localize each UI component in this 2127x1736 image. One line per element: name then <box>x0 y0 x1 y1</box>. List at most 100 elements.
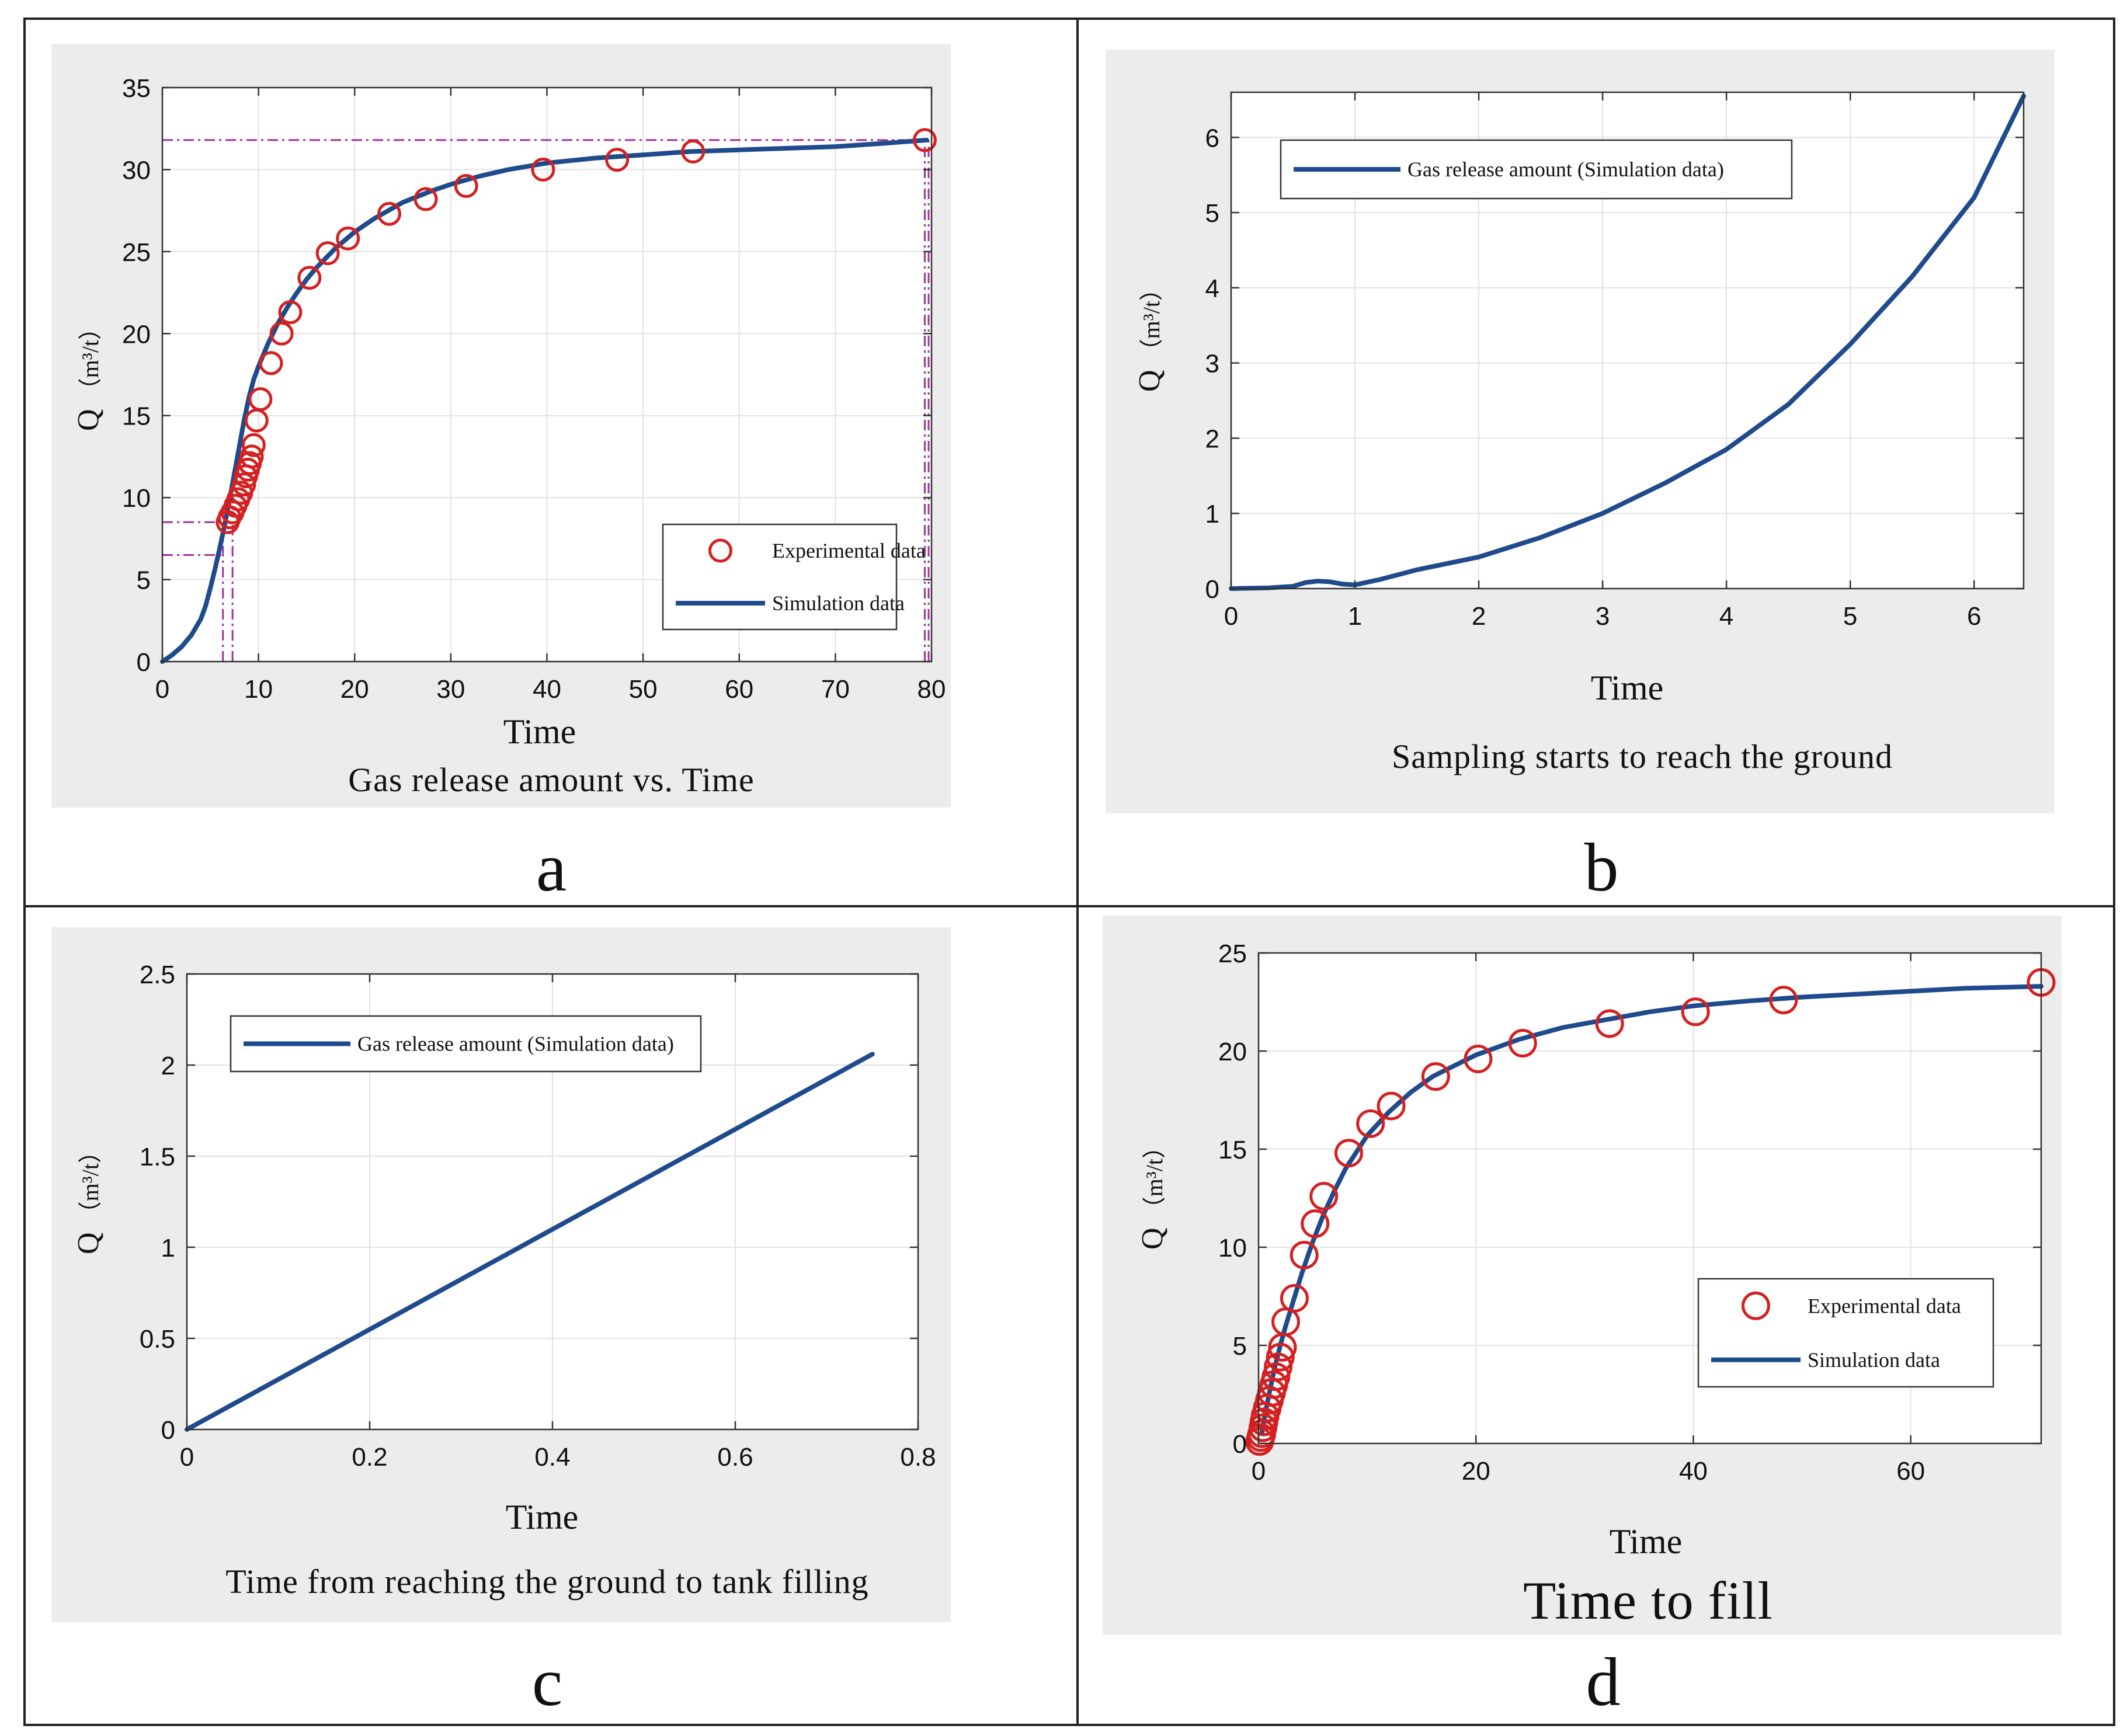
x-tick-label: 50 <box>629 675 658 704</box>
data-point <box>1290 1240 1319 1269</box>
data-point <box>1301 1209 1330 1238</box>
y-tick-label: 1 <box>1205 500 1219 528</box>
y-tick-label: 0 <box>161 1416 175 1445</box>
x-tick-label: 10 <box>244 675 273 704</box>
y-tick-label: 6 <box>1205 124 1219 152</box>
data-point <box>278 300 303 325</box>
data-point <box>912 128 937 152</box>
data-point <box>605 148 630 172</box>
ticks: 0 0.2 0.4 0.6 0.8 0 0.5 1 1.5 2 2.5 <box>140 961 936 1471</box>
y-tick-label: 3 <box>1205 350 1219 378</box>
y-tick-label: 1.5 <box>140 1143 175 1171</box>
legend-entry-label: Simulation data <box>772 592 905 615</box>
axes-frame <box>1257 952 2042 1445</box>
x-tick-label: 1 <box>1348 602 1362 631</box>
panel-c-caption: Time from reaching the ground to tank fi… <box>225 1563 868 1601</box>
y-tick-label: 5 <box>1205 199 1219 228</box>
data-point <box>454 174 478 199</box>
y-tick-label: 10 <box>122 484 151 513</box>
x-tick-label: 0.8 <box>900 1443 936 1471</box>
data-point <box>1261 1362 1291 1391</box>
series-line <box>1229 93 2026 591</box>
data-point <box>1309 1182 1339 1211</box>
legend-entry-label: Gas release amount (Simulation data) <box>357 1032 674 1056</box>
panel-b-plot: 0 1 2 3 4 5 6 0 1 2 3 4 5 6 Time Q （m³/t） Gas release am… <box>1133 91 2026 707</box>
legend: Experimental data Simulation data <box>662 523 926 631</box>
y-tick-label: 1 <box>161 1234 175 1262</box>
data-point <box>377 201 402 226</box>
data-point <box>531 157 555 182</box>
panel-a: 0 10 20 30 40 50 60 70 80 0 5 10 15 20 25 30 35 Time Q （m³… <box>51 44 951 906</box>
x-axis-label: Time <box>1591 669 1664 707</box>
y-axis-label-unit: （m³/t） <box>1138 277 1165 362</box>
y-tick-label: 0 <box>1205 575 1219 604</box>
x-axis-label: Time <box>1610 1522 1683 1561</box>
y-axis-label-unit: （m³/t） <box>1141 1135 1167 1220</box>
y-tick-label: 5 <box>137 566 151 595</box>
ticks: 0 20 40 60 0 5 10 15 20 25 <box>1218 940 2041 1485</box>
y-axis-label: Q （m³/t） <box>1136 1135 1169 1250</box>
data-point <box>1681 997 1710 1027</box>
x-tick-label: 2 <box>1472 602 1486 631</box>
data-point <box>248 387 273 412</box>
legend-entry-label: Experimental data <box>1808 1294 1961 1317</box>
data-point <box>1266 1342 1295 1372</box>
x-tick-label: 40 <box>1679 1457 1708 1485</box>
data-point <box>1264 1352 1292 1382</box>
gridlines <box>162 88 932 662</box>
data-point <box>413 187 438 211</box>
x-tick-label: 20 <box>1462 1457 1490 1485</box>
y-axis-label: Q （m³/t） <box>72 316 105 431</box>
x-tick-label: 30 <box>436 675 465 704</box>
data-point <box>1595 1009 1624 1038</box>
x-tick-label: 0 <box>1252 1457 1266 1485</box>
data-point <box>269 321 294 346</box>
y-tick-label: 2 <box>161 1052 175 1080</box>
y-tick-label: 15 <box>122 402 151 431</box>
reference-lines <box>162 139 930 662</box>
y-axis-label: Q （m³/t） <box>72 1140 105 1254</box>
legend-marker-swatch <box>708 538 732 563</box>
data-point <box>259 351 283 375</box>
data-point <box>1769 986 1798 1015</box>
panel-a-plot: 0 10 20 30 40 50 60 70 80 0 5 10 15 20 25 30 35 Time Q （m³… <box>72 74 946 751</box>
x-tick-label: 0.2 <box>352 1443 387 1471</box>
y-tick-label: 0 <box>1233 1430 1247 1459</box>
x-axis-label: Time <box>506 1498 579 1536</box>
x-axis-label: Time <box>503 712 576 751</box>
x-tick-label: 40 <box>533 675 561 704</box>
y-tick-label: 5 <box>1233 1332 1247 1361</box>
y-axis-label-symbol: Q <box>72 1224 105 1254</box>
y-tick-label: 0 <box>137 648 151 677</box>
axes-frame <box>1230 91 2025 590</box>
panel-a-caption: Gas release amount vs. Time <box>348 761 755 799</box>
legend: Gas release amount (Simulation data) <box>230 1015 702 1073</box>
panel-b-caption: Sampling starts to reach the ground <box>1392 737 1893 775</box>
y-axis-label-symbol: Q <box>1133 362 1166 392</box>
legend-entry-label: Experimental data <box>772 539 926 562</box>
series-line <box>160 137 929 664</box>
legend-box <box>662 523 898 631</box>
x-tick-label: 0 <box>155 675 169 704</box>
legend: Gas release amount (Simulation data) <box>1280 139 1793 200</box>
x-tick-label: 70 <box>821 675 850 704</box>
x-tick-label: 60 <box>1896 1457 1925 1485</box>
data-point <box>681 140 705 164</box>
data-point <box>1508 1029 1537 1058</box>
y-tick-label: 20 <box>122 320 151 349</box>
x-tick-label: 60 <box>725 675 753 704</box>
series-markers <box>216 128 937 534</box>
y-tick-label: 2.5 <box>140 961 175 989</box>
panel-d-plot: 0 20 40 60 0 5 10 15 20 25 Time Q （m³/t） Experimenta… <box>1136 940 2056 1561</box>
x-tick-label: 80 <box>917 675 946 704</box>
data-point <box>336 226 360 251</box>
panel-b: 0 1 2 3 4 5 6 0 1 2 3 4 5 6 Time Q （m³/t） Gas release am… <box>1106 50 2055 906</box>
ticks: 0 10 20 30 40 50 60 70 80 0 5 10 15 20 25 30 35 <box>122 74 946 704</box>
legend: Experimental data Simulation data <box>1697 1278 1994 1388</box>
y-tick-label: 25 <box>122 238 151 267</box>
x-tick-label: 20 <box>340 675 369 704</box>
y-tick-label: 30 <box>122 156 151 185</box>
x-tick-label: 0.6 <box>717 1443 753 1471</box>
x-tick-label: 0.4 <box>534 1443 570 1471</box>
